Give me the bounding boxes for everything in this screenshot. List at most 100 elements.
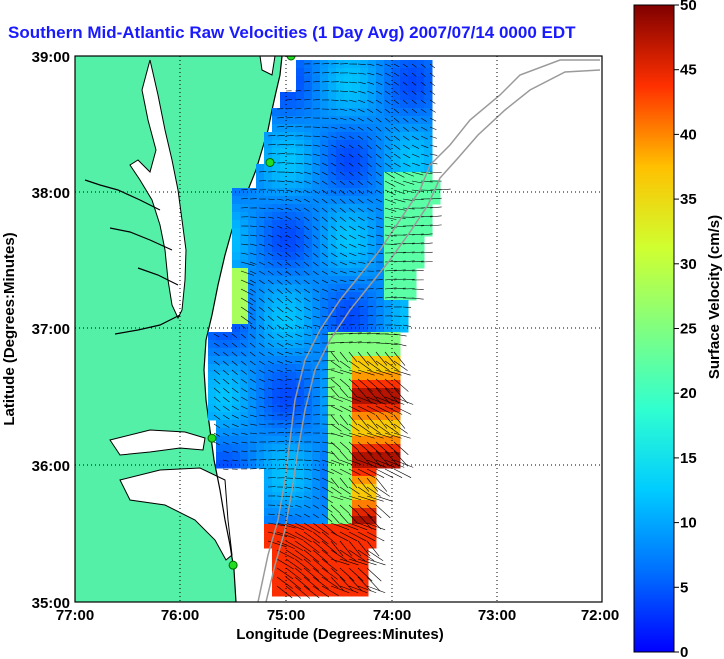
velocity-arrow [303,504,311,509]
velocity-cell [280,260,289,269]
velocity-arrow [312,486,320,491]
velocity-arrow [258,216,266,219]
velocity-arrow [393,117,400,123]
velocity-cell [312,148,321,157]
velocity-cell [376,332,385,341]
velocity-cell [272,212,281,221]
velocity-cell [360,164,369,173]
velocity-cell [264,452,273,461]
velocity-arrow [366,171,373,177]
velocity-arrow [348,207,356,213]
velocity-cell [240,356,249,365]
velocity-cell [272,356,281,365]
velocity-cell [256,324,265,333]
velocity-cell [344,268,353,277]
velocity-cell [376,348,385,357]
velocity-arrow [213,342,220,347]
velocity-cell [328,172,337,181]
velocity-cell [248,276,257,285]
velocity-arrow [321,306,329,309]
velocity-arrow [438,188,451,191]
velocity-arrow [321,135,329,138]
velocity-cell [296,292,305,301]
velocity-arrow [375,162,382,168]
velocity-arrow [294,216,301,221]
velocity-cell [320,316,329,325]
velocity-cell [416,188,425,197]
velocity-cell [264,148,273,157]
velocity-cell [328,164,337,173]
velocity-cell [256,412,265,421]
velocity-arrow [240,243,249,246]
velocity-cell [320,260,329,269]
velocity-cell [392,348,401,357]
velocity-cell [328,532,337,541]
velocity-cell [328,180,337,189]
velocity-arrow [348,162,354,167]
velocity-cell [400,76,409,85]
velocity-arrow [321,477,334,484]
velocity-arrow [348,270,356,273]
velocity-cell [408,100,417,109]
velocity-cell [288,308,297,317]
velocity-cell [304,244,313,253]
velocity-arrow [303,90,311,92]
velocity-arrow [285,522,305,531]
velocity-arrow [330,171,337,176]
velocity-cell [296,508,305,517]
velocity-cell [368,68,377,77]
velocity-cell [264,212,273,221]
velocity-arrow [375,189,382,194]
velocity-cell [368,332,377,341]
velocity-arrow [267,351,275,356]
velocity-cell [392,76,401,85]
velocity-cell [312,444,321,453]
velocity-cell [304,148,313,157]
velocity-cell [376,148,385,157]
velocity-cell [384,132,393,141]
velocity-arrow [303,423,311,425]
velocity-cell [288,164,297,173]
velocity-arrow [384,333,398,336]
velocity-arrow [339,504,350,514]
velocity-arrow [276,216,283,220]
velocity-cell [376,420,385,429]
velocity-cell [352,332,361,341]
velocity-cell [352,84,361,93]
velocity-cell [280,356,289,365]
velocity-cell [264,388,273,397]
velocity-cell [360,492,369,501]
velocity-cell [384,324,393,333]
velocity-cell [392,452,401,461]
velocity-cell [288,268,297,277]
velocity-cell [240,436,249,445]
velocity-arrow [276,189,285,192]
velocity-cell [296,252,305,261]
velocity-arrow [321,386,335,389]
velocity-cell [424,116,433,125]
velocity-arrow [294,243,300,248]
velocity-arrow [357,252,366,256]
velocity-arrow [420,162,429,166]
velocity-arrow [384,135,391,141]
velocity-cell [416,100,425,109]
velocity-arrow [240,261,255,266]
velocity-cell [336,372,345,381]
velocity-cell [344,452,353,461]
velocity-arrow [240,432,248,435]
velocity-cell [336,380,345,389]
velocity-arrow [294,423,302,425]
velocity-arrow [402,189,415,193]
velocity-cell [344,492,353,501]
velocity-cell [352,540,361,549]
velocity-arrow [240,333,247,339]
velocity-arrow [276,440,285,443]
velocity-cell [320,300,329,309]
velocity-cell [392,100,401,109]
velocity-cell [336,428,345,437]
velocity-cell [352,292,361,301]
velocity-arrow [384,180,396,187]
velocity-arrow [294,549,311,562]
velocity-cell [264,532,273,541]
